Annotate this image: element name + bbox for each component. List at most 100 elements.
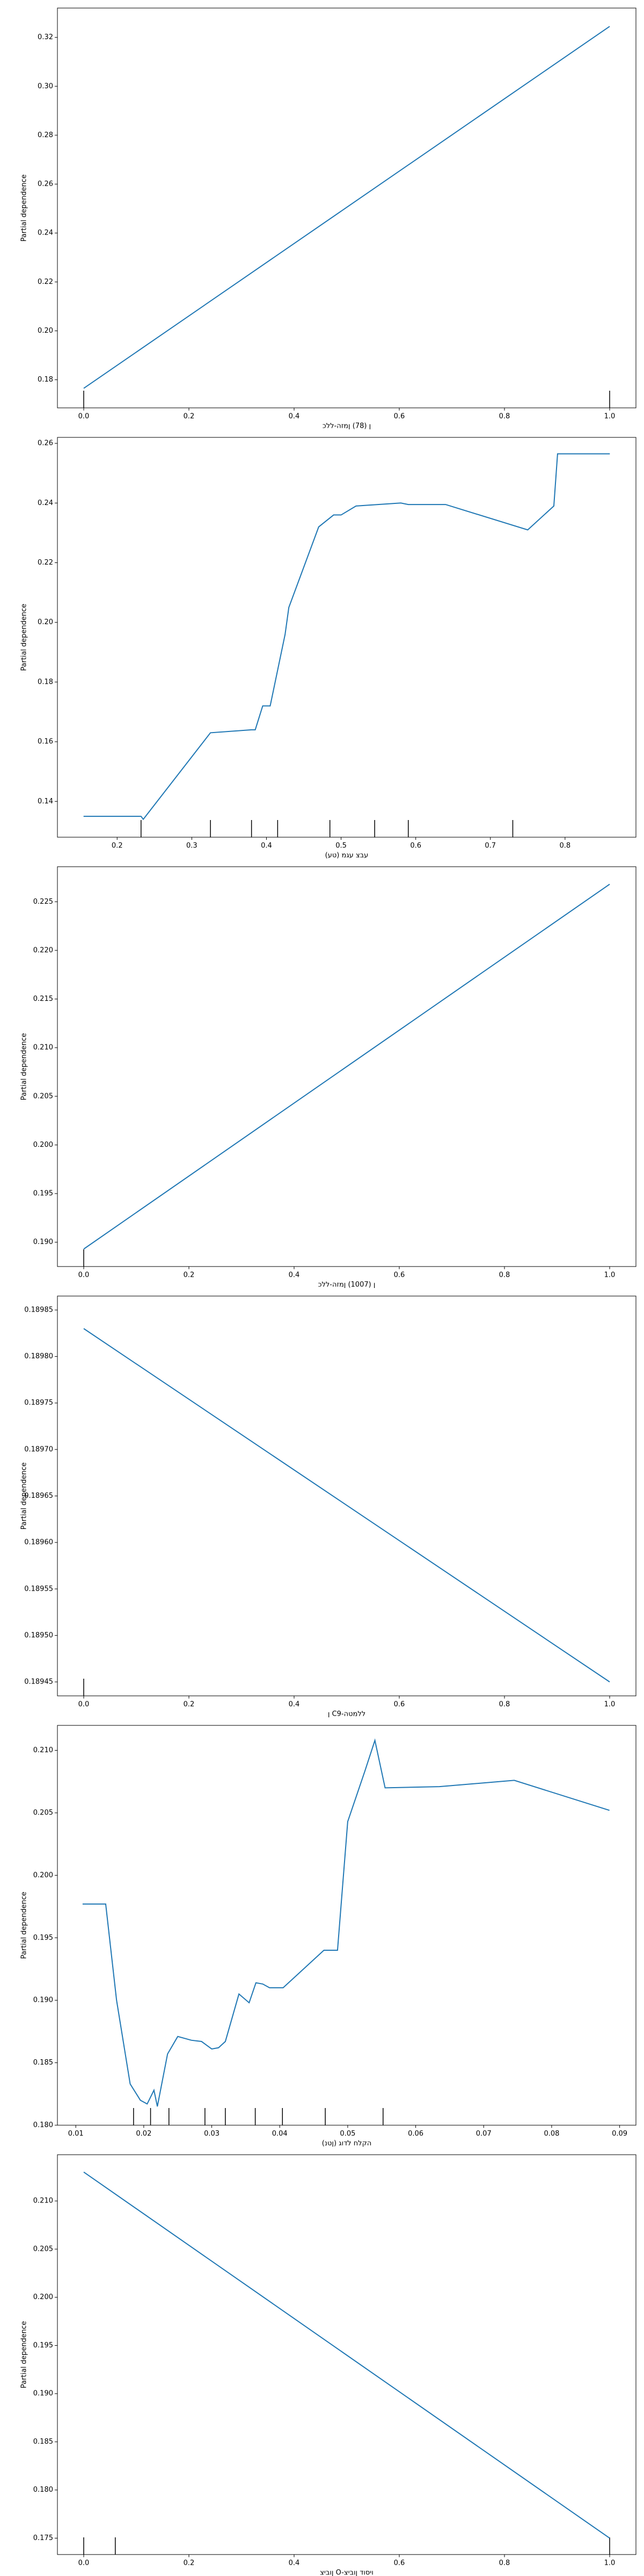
y-tick-label: 0.20 xyxy=(38,327,53,335)
x-tick-label: 0.6 xyxy=(394,2559,405,2567)
x-tick-label: 0.3 xyxy=(186,842,197,850)
y-tick-label: 0.195 xyxy=(33,2341,53,2350)
x-tick-label: 0.04 xyxy=(272,2130,288,2138)
y-tick-label: 0.205 xyxy=(33,1092,53,1100)
x-tick-label: 0.4 xyxy=(289,2559,300,2567)
y-tick-label: 0.180 xyxy=(33,2486,53,2494)
y-tick-label: 0.18975 xyxy=(24,1399,53,1407)
x-tick-label: 0.05 xyxy=(340,2130,355,2138)
x-axis-label: ן C9-ללמטה xyxy=(328,1710,365,1718)
x-tick-label: 0.4 xyxy=(289,1701,300,1709)
y-tick-label: 0.220 xyxy=(33,946,53,954)
y-axis-label: Partial dependence xyxy=(20,1892,28,1959)
x-tick-label: 0.07 xyxy=(476,2130,492,2138)
y-tick-label: 0.18965 xyxy=(24,1492,53,1500)
x-tick-label: 0.2 xyxy=(184,2559,195,2567)
y-tick-label: 0.24 xyxy=(38,229,53,237)
y-tick-label: 0.185 xyxy=(33,2059,53,2067)
y-tick-label: 0.175 xyxy=(33,2534,53,2542)
axes-frame xyxy=(57,2154,636,2555)
y-tick-label: 0.18985 xyxy=(24,1306,53,1314)
x-tick-label: 0.2 xyxy=(112,842,123,850)
y-tick-label: 0.26 xyxy=(38,180,53,188)
y-tick-label: 0.180 xyxy=(33,2121,53,2129)
pd-line xyxy=(83,2171,610,2539)
x-axis-label: ן (1007) ןמזה-ללכ xyxy=(318,1281,376,1289)
y-tick-label: 0.205 xyxy=(33,1809,53,1817)
x-tick-label: 0.09 xyxy=(612,2130,627,2138)
x-tick-label: 0.2 xyxy=(184,1701,195,1709)
y-tick-label: 0.22 xyxy=(38,559,53,567)
x-tick-label: 1.0 xyxy=(604,1271,616,1279)
y-tick-label: 0.200 xyxy=(33,2293,53,2301)
y-tick-label: 0.215 xyxy=(33,995,53,1003)
y-tick-label: 0.185 xyxy=(33,2438,53,2446)
x-axis-label: עבצ עגמ (טע) xyxy=(325,852,369,860)
x-tick-label: 0.03 xyxy=(204,2130,219,2138)
y-tick-label: 0.210 xyxy=(33,1044,53,1052)
x-tick-label: 0.2 xyxy=(184,413,195,421)
y-tick-label: 0.24 xyxy=(38,499,53,507)
x-tick-label: 0.5 xyxy=(335,842,347,850)
y-tick-label: 0.18950 xyxy=(24,1631,53,1640)
y-axis-label: Partial dependence xyxy=(20,604,28,671)
y-tick-label: 0.210 xyxy=(33,1746,53,1754)
axes-frame xyxy=(57,1725,636,2126)
x-tick-label: 0.8 xyxy=(499,1271,510,1279)
x-tick-label: 0.2 xyxy=(184,1271,195,1279)
x-tick-label: 0.8 xyxy=(499,2559,510,2567)
x-tick-label: 0.6 xyxy=(394,1701,405,1709)
y-tick-label: 0.16 xyxy=(38,738,53,746)
y-axis-label: Partial dependence xyxy=(20,2321,28,2388)
x-axis-label: ןוביצ O-ויסוד ןוביצ xyxy=(320,2569,374,2576)
y-tick-label: 0.18955 xyxy=(24,1585,53,1593)
y-axis-label: Partial dependence xyxy=(20,1033,28,1100)
x-tick-label: 1.0 xyxy=(604,413,616,421)
x-tick-label: 0.01 xyxy=(68,2130,84,2138)
x-tick-label: 0.0 xyxy=(78,413,90,421)
x-tick-label: 1.0 xyxy=(604,2559,616,2567)
y-tick-label: 0.18 xyxy=(38,376,53,384)
x-tick-label: 0.08 xyxy=(544,2130,559,2138)
x-tick-label: 0.6 xyxy=(410,842,421,850)
y-tick-label: 0.18960 xyxy=(24,1539,53,1547)
x-tick-label: 0.4 xyxy=(289,1271,300,1279)
y-tick-label: 0.190 xyxy=(33,1238,53,1246)
x-tick-label: 0.8 xyxy=(499,1701,510,1709)
x-tick-label: 0.7 xyxy=(485,842,496,850)
y-tick-label: 0.190 xyxy=(33,2390,53,2398)
y-tick-label: 0.18 xyxy=(38,678,53,686)
y-tick-label: 0.18945 xyxy=(24,1678,53,1686)
y-tick-label: 0.200 xyxy=(33,1141,53,1149)
y-tick-label: 0.28 xyxy=(38,131,53,139)
axes-frame xyxy=(57,437,636,838)
x-tick-label: 0.0 xyxy=(78,1271,90,1279)
pd-line xyxy=(83,26,610,389)
x-axis-label: (ןטנ) הקלח לדוג xyxy=(322,2140,372,2148)
x-tick-label: 0.02 xyxy=(136,2130,151,2138)
y-tick-label: 0.210 xyxy=(33,2197,53,2205)
pd-line xyxy=(83,453,610,821)
pd-line xyxy=(82,1738,610,2107)
x-tick-label: 0.6 xyxy=(394,1271,405,1279)
x-tick-label: 0.4 xyxy=(261,842,272,850)
x-tick-label: 1.0 xyxy=(604,1701,616,1709)
y-tick-label: 0.225 xyxy=(33,898,53,906)
y-tick-label: 0.190 xyxy=(33,1996,53,2004)
y-tick-label: 0.195 xyxy=(33,1934,53,1942)
x-tick-label: 0.0 xyxy=(78,2559,90,2567)
x-tick-label: 0.8 xyxy=(560,842,571,850)
y-tick-label: 0.20 xyxy=(38,618,53,626)
y-tick-label: 0.18970 xyxy=(24,1445,53,1453)
x-axis-label: ן (78) ןמזה-ללכ xyxy=(323,422,371,430)
y-tick-label: 0.205 xyxy=(33,2245,53,2253)
x-tick-label: 0.6 xyxy=(394,413,405,421)
y-tick-label: 0.14 xyxy=(38,797,53,806)
y-axis-label: Partial dependence xyxy=(20,174,28,241)
x-tick-label: 0.8 xyxy=(499,413,510,421)
y-tick-label: 0.26 xyxy=(38,440,53,448)
pd-line xyxy=(83,1328,610,1682)
y-axis-label: Partial dependence xyxy=(20,1462,28,1529)
